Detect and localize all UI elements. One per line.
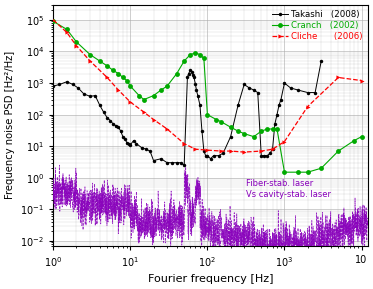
Cliche      (2006) xyxy=(65,31,69,34)
Cliche      (2006) xyxy=(359,79,364,82)
Legend: Takashi   (2008), Cranch   (2002), Cliche      (2006): Takashi (2008), Cranch (2002), Cliche (2… xyxy=(271,9,363,42)
Cranch   (2002) xyxy=(105,64,109,68)
Takashi   (2008) xyxy=(51,84,56,88)
Cranch   (2002) xyxy=(137,94,141,97)
Cliche      (2006) xyxy=(228,149,233,153)
Cranch   (2002) xyxy=(65,28,69,31)
Cliche      (2006) xyxy=(142,110,146,114)
Cliche      (2006) xyxy=(128,100,132,104)
Line: Cliche      (2006): Cliche (2006) xyxy=(51,18,364,154)
Cranch   (2002) xyxy=(251,135,256,138)
Line: Takashi   (2008): Takashi (2008) xyxy=(51,59,323,167)
Cranch   (2002) xyxy=(270,127,275,131)
Cliche      (2006) xyxy=(116,88,120,92)
Cranch   (2002) xyxy=(188,53,192,56)
Cliche      (2006) xyxy=(242,150,247,154)
Cranch   (2002) xyxy=(242,132,247,135)
Takashi   (2008) xyxy=(182,164,186,167)
Cranch   (2002) xyxy=(305,171,310,174)
Cliche      (2006) xyxy=(74,44,79,48)
Cliche      (2006) xyxy=(193,147,198,151)
Cliche      (2006) xyxy=(105,76,109,79)
Cranch   (2002) xyxy=(175,72,179,75)
Cliche      (2006) xyxy=(259,149,263,153)
Cranch   (2002) xyxy=(202,57,206,60)
Takashi   (2008) xyxy=(123,137,127,141)
Cliche      (2006) xyxy=(305,105,310,108)
Cranch   (2002) xyxy=(275,127,279,131)
Cranch   (2002) xyxy=(265,127,270,131)
Takashi   (2008) xyxy=(205,154,210,158)
Takashi   (2008) xyxy=(319,59,323,63)
Cranch   (2002) xyxy=(282,171,287,174)
Cliche      (2006) xyxy=(51,18,56,22)
Cranch   (2002) xyxy=(159,88,163,92)
Cliche      (2006) xyxy=(182,142,186,145)
Cranch   (2002) xyxy=(88,53,92,56)
Cranch   (2002) xyxy=(128,84,132,88)
Takashi   (2008) xyxy=(216,154,221,158)
Cliche      (2006) xyxy=(219,149,223,153)
Cliche      (2006) xyxy=(205,148,210,152)
Cranch   (2002) xyxy=(352,139,356,142)
Cranch   (2002) xyxy=(236,129,240,133)
Cranch   (2002) xyxy=(198,53,202,56)
Cranch   (2002) xyxy=(111,69,116,72)
Text: Fiber-stab. laser
Vs cavity-stab. laser: Fiber-stab. laser Vs cavity-stab. laser xyxy=(246,179,331,199)
Cranch   (2002) xyxy=(74,40,79,44)
Takashi   (2008) xyxy=(105,116,109,119)
Takashi   (2008) xyxy=(195,94,200,97)
Cranch   (2002) xyxy=(193,51,198,55)
Cranch   (2002) xyxy=(228,125,233,129)
Cranch   (2002) xyxy=(97,59,102,63)
Line: Cranch   (2002): Cranch (2002) xyxy=(51,19,364,175)
Cranch   (2002) xyxy=(336,149,341,153)
Cranch   (2002) xyxy=(51,20,56,23)
Cranch   (2002) xyxy=(205,113,210,116)
Cranch   (2002) xyxy=(214,118,219,121)
Cranch   (2002) xyxy=(120,76,125,79)
Cranch   (2002) xyxy=(296,171,300,174)
X-axis label: Fourier frequency [Hz]: Fourier frequency [Hz] xyxy=(148,274,273,284)
Cliche      (2006) xyxy=(151,118,156,121)
Cranch   (2002) xyxy=(116,72,120,75)
Cranch   (2002) xyxy=(259,129,263,133)
Cranch   (2002) xyxy=(165,84,169,88)
Cranch   (2002) xyxy=(182,59,186,63)
Cliche      (2006) xyxy=(270,147,275,151)
Cliche      (2006) xyxy=(88,59,92,63)
Cranch   (2002) xyxy=(125,79,129,82)
Cranch   (2002) xyxy=(142,98,146,101)
Cranch   (2002) xyxy=(359,135,364,138)
Takashi   (2008) xyxy=(144,147,148,151)
Cranch   (2002) xyxy=(151,94,156,97)
Cranch   (2002) xyxy=(319,166,323,170)
Y-axis label: Frequency noise PSD [Hz²/Hz]: Frequency noise PSD [Hz²/Hz] xyxy=(5,51,15,199)
Cliche      (2006) xyxy=(336,76,341,79)
Cliche      (2006) xyxy=(282,140,287,143)
Cliche      (2006) xyxy=(165,127,169,131)
Cranch   (2002) xyxy=(219,120,223,123)
